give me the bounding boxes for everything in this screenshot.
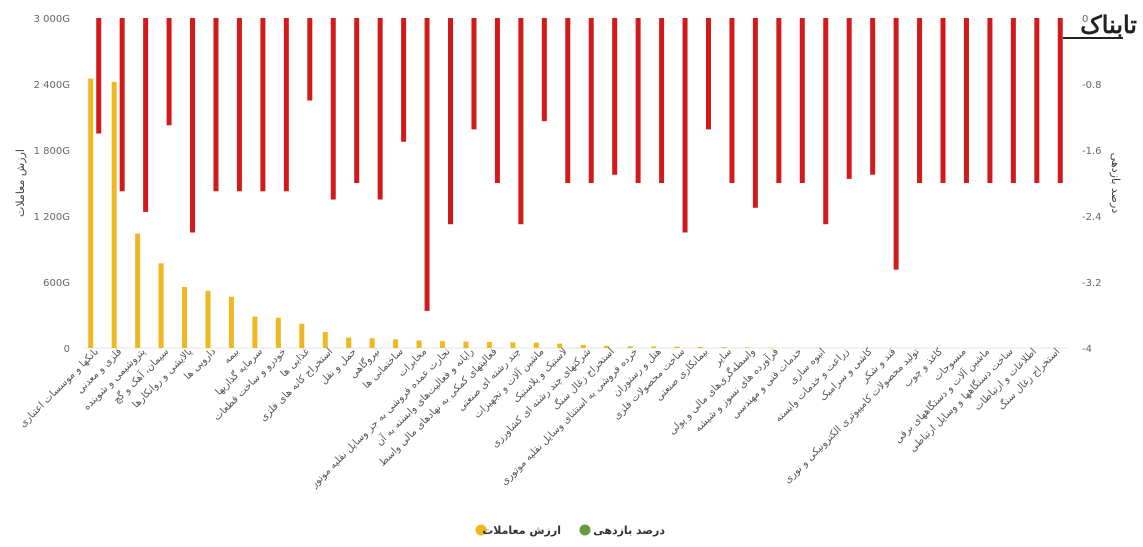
left-axis-tick-label: 0 — [64, 344, 70, 355]
volume-bar — [393, 339, 399, 348]
return-bar — [729, 18, 735, 183]
return-bar — [354, 18, 360, 183]
volume-bar — [158, 263, 164, 348]
return-bar — [213, 18, 219, 192]
volume-bar — [440, 341, 446, 348]
return-bar — [635, 18, 641, 183]
legend-marker — [475, 524, 487, 536]
volume-bar — [651, 346, 657, 348]
return-bar — [565, 18, 571, 183]
volume-bar — [580, 344, 586, 348]
return-bar — [494, 18, 500, 183]
volume-bar — [486, 341, 492, 348]
return-bar — [799, 18, 805, 183]
left-axis-tick-label: 600G — [43, 278, 70, 289]
volume-bar — [744, 347, 750, 348]
left-axis-tick-label: 1 200G — [34, 212, 70, 223]
return-bar — [260, 18, 266, 192]
volume-bar — [252, 316, 258, 348]
right-axis-tick-label: 0 — [1082, 14, 1088, 25]
legend-marker — [579, 524, 591, 536]
return-bar — [377, 18, 383, 200]
return-bar — [448, 18, 454, 225]
return-bar — [190, 18, 196, 233]
return-bar — [963, 18, 969, 183]
logo-underline — [1063, 37, 1123, 39]
right-axis-tick-label: -4 — [1082, 344, 1092, 355]
site-logo: تابناک — [1080, 10, 1137, 39]
return-bar — [870, 18, 876, 175]
right-axis-tick-label: -0.8 — [1082, 80, 1102, 91]
return-bar — [940, 18, 946, 183]
return-bar — [541, 18, 547, 122]
return-bar — [401, 18, 407, 142]
volume-bar — [88, 78, 94, 348]
return-bar — [307, 18, 313, 101]
return-bar — [659, 18, 665, 183]
category-tick-label: بیمه — [222, 346, 242, 366]
volume-bar — [135, 233, 141, 348]
volume-bar — [205, 290, 211, 348]
volume-bar — [416, 340, 422, 348]
return-bar — [846, 18, 852, 179]
volume-bar — [322, 332, 328, 348]
return-bar — [987, 18, 993, 183]
return-bar — [143, 18, 149, 212]
return-bar — [893, 18, 899, 270]
return-bar — [166, 18, 172, 126]
left-axis-tick-label: 2 400G — [34, 80, 70, 91]
volume-bar — [510, 342, 516, 348]
volume-bar — [346, 337, 352, 348]
right-axis-title: درصد بازدهی — [1109, 153, 1122, 214]
left-axis-title: ارزش معاملات — [14, 149, 27, 217]
return-bar — [682, 18, 688, 233]
volume-bar — [604, 345, 610, 348]
return-bar — [752, 18, 758, 208]
legend-label: درصد بازدهی — [593, 524, 665, 537]
volume-bar — [463, 341, 469, 348]
return-bar — [1034, 18, 1040, 183]
right-axis-tick-label: -2.4 — [1082, 212, 1102, 223]
return-bar — [1057, 18, 1063, 183]
volume-bar — [557, 343, 563, 348]
volume-bar — [674, 346, 680, 348]
return-bar — [96, 18, 102, 134]
return-bar — [283, 18, 289, 192]
return-bar — [330, 18, 336, 200]
left-axis-tick-label: 3 000G — [34, 14, 70, 25]
return-bar — [518, 18, 524, 225]
volume-bar — [228, 296, 234, 348]
volume-bar — [369, 338, 375, 348]
right-axis-tick-label: -3.2 — [1082, 278, 1102, 289]
volume-bar — [627, 346, 633, 348]
return-bar — [588, 18, 594, 183]
return-bar — [917, 18, 923, 183]
return-bar — [424, 18, 430, 311]
volume-bar — [275, 317, 281, 348]
right-axis-tick-label: -1.6 — [1082, 146, 1102, 157]
return-bar — [705, 18, 711, 130]
volume-bar — [697, 346, 703, 348]
volume-bar — [533, 342, 539, 348]
volume-bar — [768, 347, 774, 348]
return-bar — [776, 18, 782, 183]
volume-bar — [721, 347, 727, 348]
volume-bar — [299, 323, 305, 348]
volume-bar — [182, 286, 188, 348]
return-bar — [119, 18, 125, 192]
return-bar — [236, 18, 242, 192]
volume-bar — [111, 81, 117, 349]
legend-label: ارزش معاملات — [482, 524, 561, 537]
return-bar — [823, 18, 829, 225]
return-bar — [471, 18, 477, 130]
left-axis-tick-label: 1 800G — [34, 146, 70, 157]
return-bar — [612, 18, 618, 175]
return-bar — [1010, 18, 1016, 183]
